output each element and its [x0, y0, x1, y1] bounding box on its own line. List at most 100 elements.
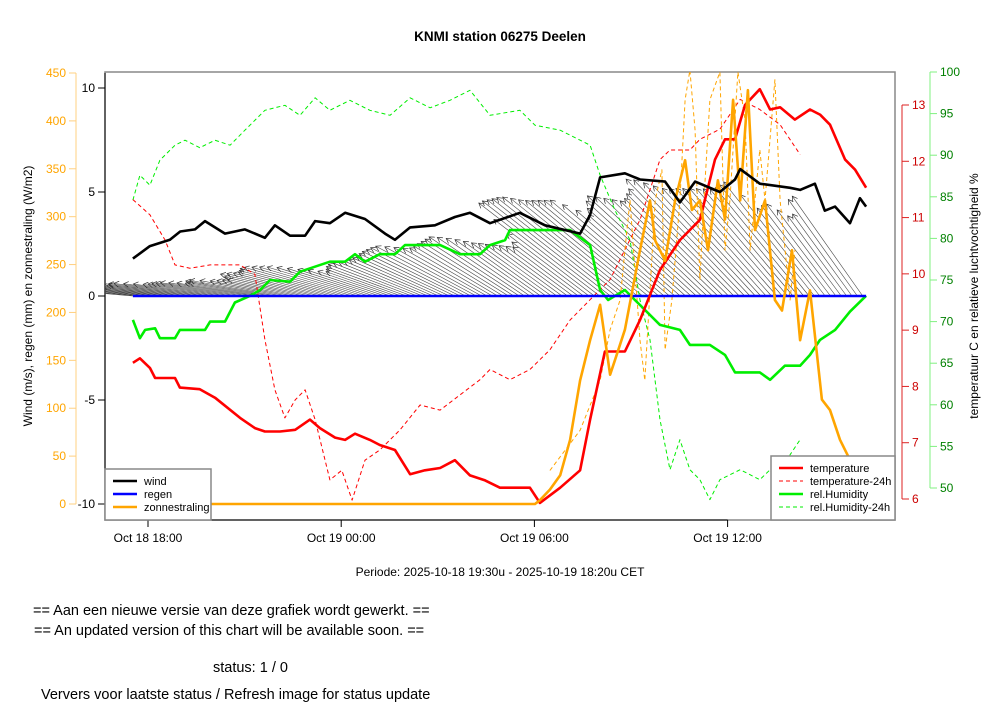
wind-direction-arrow — [328, 264, 413, 297]
humidity-axis-tick-label: 70 — [940, 315, 954, 329]
left-axis-label: Wind (m/s), regen (mm) en zonnestraling … — [21, 166, 35, 427]
wind-direction-arrow — [604, 198, 708, 297]
wind-direction-arrow — [366, 250, 461, 297]
wind-direction-arrow — [224, 277, 311, 297]
wind-direction-arrow — [690, 188, 783, 297]
wind-direction-arrow — [494, 219, 595, 297]
radiation-axis-tick-label: 300 — [46, 210, 66, 224]
wind-direction-arrow — [239, 270, 337, 297]
wind-direction-arrow — [596, 197, 702, 297]
wind-direction-arrow — [512, 242, 584, 297]
temperature-axis-tick-label: 8 — [912, 379, 919, 393]
legend-right-entry-label: temperature — [810, 463, 869, 475]
wind-direction-arrow — [344, 261, 429, 297]
temperature-axis-tick-label: 12 — [912, 154, 926, 168]
series-wind — [132, 167, 868, 260]
x-tick-label: Oct 19 12:00 — [693, 531, 762, 545]
wind-direction-arrow — [425, 239, 515, 297]
wind-direction-arrow — [326, 269, 402, 297]
wind-direction-arrow — [437, 237, 525, 297]
legend-right-entry-label: temperature-24h — [810, 476, 891, 488]
x-tick-label: Oct 18 18:00 — [114, 531, 183, 545]
wind-direction-arrow — [653, 186, 756, 297]
wind-direction-arrow — [587, 208, 686, 297]
wind-direction-arrow — [394, 248, 482, 297]
wind-direction-arrow — [326, 272, 396, 297]
wind-direction-arrow — [107, 285, 192, 297]
wind-direction-arrow — [715, 188, 804, 297]
wind-direction-arrow — [669, 188, 767, 297]
chart-title: KNMI station 06275 Deelen — [414, 29, 586, 44]
radiation-axis-tick-label: 350 — [46, 162, 66, 176]
wind-direction-arrow — [792, 196, 863, 297]
wind-direction-arrow — [497, 197, 622, 297]
wind-direction-arrow — [105, 288, 171, 297]
wind-direction-arrow — [446, 238, 531, 297]
wind-direction-arrow — [233, 273, 327, 297]
wind-direction-arrow — [413, 246, 498, 297]
series-zonnestraling-24h — [549, 72, 796, 471]
wind-direction-arrow — [513, 247, 579, 297]
wind-direction-arrow — [385, 247, 477, 297]
wind-direction-arrow — [506, 246, 574, 297]
wind-direction-arrow — [267, 267, 364, 297]
series-zonnestraling — [132, 88, 852, 506]
wind-direction-arrow — [526, 200, 643, 297]
right-axis-label: temperatuur C en relatieve luchtvochtigh… — [967, 173, 981, 419]
legend-right-box — [770, 455, 896, 521]
humidity-axis-tick-label: 60 — [940, 398, 954, 412]
wind-direction-arrow — [612, 200, 713, 297]
radiation-axis-tick-label: 450 — [46, 66, 66, 80]
wind-direction-arrow — [644, 183, 751, 297]
wind-direction-arrow — [105, 286, 187, 297]
temperature-axis-tick-label: 11 — [912, 211, 925, 225]
wind-direction-arrow — [410, 248, 493, 297]
wind-direction-arrow — [403, 248, 488, 297]
wind-direction-arrow — [767, 204, 837, 297]
wind-direction-arrow — [544, 200, 659, 297]
radiation-axis-tick-label: 150 — [46, 353, 66, 367]
radiation-axis-tick-label: 0 — [59, 497, 66, 511]
plot-area — [105, 72, 868, 506]
wind-direction-arrow — [228, 279, 305, 297]
wind-direction-arrow — [362, 251, 455, 297]
radiation-axis-tick-label: 100 — [46, 401, 66, 415]
temperature-axis-tick-label: 9 — [912, 323, 919, 337]
humidity-axis-tick-label: 65 — [940, 356, 954, 370]
wind-direction-arrow — [356, 256, 445, 297]
wind-direction-arrow — [519, 200, 638, 297]
wind-axis-tick-label: 0 — [88, 289, 95, 303]
legend-left-entry-label: regen — [144, 489, 172, 501]
wind-direction-arrow — [550, 200, 665, 297]
legend-right-entry-label: rel.Humidity — [810, 489, 869, 501]
wind-direction-arrow — [455, 240, 536, 297]
legend-left-entry-label: zonnestraling — [144, 502, 209, 514]
wind-direction-arrow — [479, 203, 600, 297]
wind-direction-arrow — [788, 199, 858, 297]
temperature-axis-tick-label: 7 — [912, 436, 919, 450]
wind-direction-arrow — [160, 283, 246, 297]
wind-direction-arrow — [634, 180, 745, 297]
humidity-axis-tick-label: 80 — [940, 231, 954, 245]
wind-direction-arrow — [793, 214, 853, 297]
series-temperature-24h — [132, 98, 801, 501]
humidity-axis-tick-label: 100 — [940, 65, 960, 79]
legend-left-entry-label: wind — [143, 476, 167, 488]
notice-dutch: == Aan een nieuwe versie van deze grafie… — [33, 603, 430, 619]
wind-direction-arrow — [703, 189, 794, 297]
wind-direction-arrow — [499, 246, 568, 297]
wind-direction-arrow — [629, 189, 735, 297]
wind-direction-arrow — [777, 210, 842, 297]
wind-direction-arrow — [421, 241, 509, 297]
wind-direction-arrow — [482, 201, 606, 297]
wind-direction-arrow — [463, 241, 541, 297]
series-rel-humidity-24h — [132, 89, 801, 501]
wind-direction-arrow — [576, 210, 676, 297]
wind-direction-arrow — [485, 244, 558, 297]
wind-direction-arrow — [586, 201, 692, 297]
wind-direction-arrow — [326, 267, 407, 297]
wind-direction-arrow — [620, 201, 719, 297]
refresh-hint: Ververs voor laatste status / Refresh im… — [41, 687, 431, 703]
